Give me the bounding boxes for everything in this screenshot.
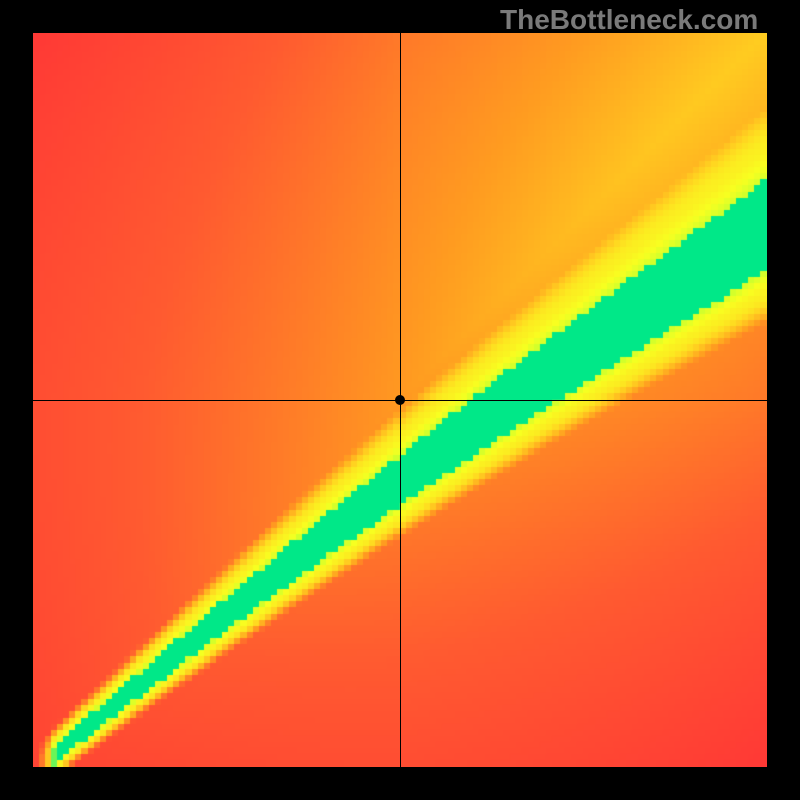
marker-dot — [395, 395, 405, 405]
chart-container: TheBottleneck.com — [0, 0, 800, 800]
watermark-text: TheBottleneck.com — [500, 4, 758, 36]
